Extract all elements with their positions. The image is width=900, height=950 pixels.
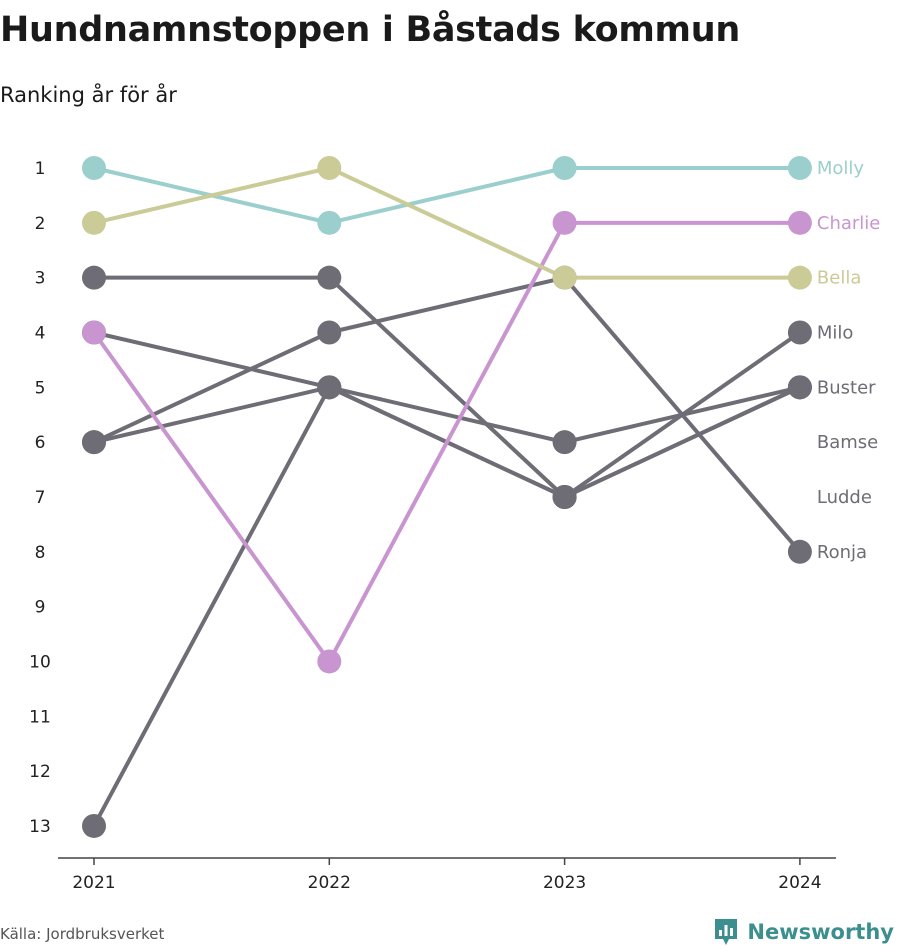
end-labels: Molly Charlie Bella Milo Buster Bamse Ludde Ron… (817, 158, 880, 563)
series-point-ludde (317, 375, 342, 400)
series-point-molly (552, 156, 577, 180)
series-line-molly (93, 166, 800, 225)
series-point-bamse (552, 484, 577, 509)
brand[interactable]: Newsworthy (713, 917, 894, 947)
x-axis-ticks: 2021 2022 2023 2024 (72, 858, 822, 893)
series-point-ronja (787, 539, 812, 564)
end-label-molly: Molly (817, 158, 865, 179)
series-point-charlie (552, 210, 577, 235)
series-point-ronja (317, 320, 342, 345)
series-line-charlie (92, 220, 800, 664)
y-tick-label: 4 (35, 323, 46, 343)
grey-series-lines (92, 275, 802, 827)
y-tick-label: 3 (35, 269, 46, 289)
y-tick-label: 7 (35, 488, 46, 508)
y-tick-label: 12 (29, 762, 51, 782)
series-point-buster (82, 265, 106, 290)
series-point-molly (82, 156, 106, 180)
brand-name: Newsworthy (747, 920, 894, 944)
series-line-milo (92, 330, 802, 827)
y-tick-label: 5 (35, 378, 46, 398)
series-point-milo (787, 320, 812, 345)
series-point-bella (317, 156, 342, 180)
series-point-buster (317, 265, 342, 290)
series-line-ronja (93, 275, 802, 554)
series-point-charlie (82, 320, 106, 345)
series-point-ludde (552, 430, 577, 455)
y-tick-label: 6 (35, 433, 46, 453)
end-label-bella: Bella (817, 268, 861, 289)
series-point-charlie (317, 649, 342, 674)
x-tick-label: 2022 (308, 873, 351, 893)
series-line-buster (94, 275, 801, 499)
x-tick-label: 2024 (778, 873, 821, 893)
end-label-milo: Milo (817, 322, 854, 343)
end-label-buster: Buster (817, 377, 876, 398)
end-label-ludde: Ludde (817, 487, 872, 508)
series-point-molly (317, 210, 342, 235)
chart-title: Hundnamnstoppen i Båstads kommun (0, 10, 740, 50)
y-tick-label: 13 (29, 817, 51, 837)
bar-chart-logo-icon (715, 919, 738, 945)
series-point-ludde (787, 375, 812, 400)
series-point-molly (787, 156, 812, 180)
end-label-charlie: Charlie (817, 213, 880, 234)
series-point-charlie (787, 210, 812, 235)
series-point-bella (787, 265, 812, 290)
y-tick-label: 2 (35, 214, 46, 234)
y-tick-label: 11 (29, 707, 51, 727)
y-tick-label: 10 (29, 652, 51, 672)
series-point-bella (82, 210, 106, 235)
highlight-series-points (82, 156, 812, 674)
y-tick-label: 8 (35, 543, 46, 563)
series-point-milo (82, 813, 106, 838)
y-tick-label: 9 (35, 598, 46, 618)
highlight-series-lines (92, 166, 800, 664)
end-label-ronja: Ronja (817, 542, 867, 563)
source-note: Källa: Jordbruksverket (0, 925, 165, 943)
series-point-ronja (82, 430, 106, 455)
grey-series-points (82, 265, 812, 838)
series-point-bella (552, 265, 577, 290)
end-label-bamse: Bamse (817, 432, 878, 453)
chart-subtitle: Ranking år för år (0, 83, 177, 107)
y-tick-label: 1 (35, 159, 46, 179)
x-tick-label: 2021 (72, 873, 115, 893)
series-line-bella (93, 166, 800, 280)
x-tick-label: 2023 (543, 873, 586, 893)
